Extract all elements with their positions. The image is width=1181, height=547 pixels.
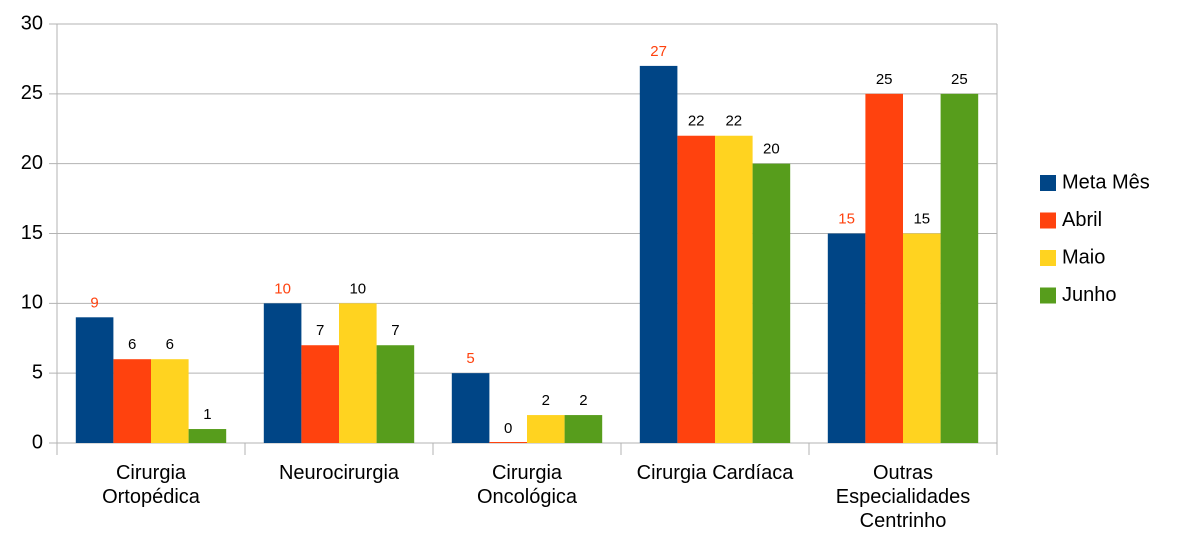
x-tick-label: Outras Especialidades Centrinho [835, 462, 971, 532]
value-label: 27 [650, 43, 667, 60]
legend-label: Junho [1062, 284, 1117, 306]
value-label: 15 [913, 210, 930, 227]
bar [639, 65, 678, 444]
value-label: 25 [876, 71, 893, 88]
value-label: 10 [274, 280, 291, 297]
y-tick-label: 5 [32, 361, 43, 383]
bar [752, 163, 791, 443]
value-label: 9 [90, 294, 98, 311]
y-tick-label: 0 [32, 431, 43, 453]
value-label: 5 [466, 350, 474, 367]
bar [903, 233, 941, 443]
value-label: 1 [203, 406, 211, 423]
y-tick-label: 30 [21, 12, 43, 34]
value-label: 2 [579, 392, 587, 409]
y-tick-label: 25 [21, 82, 43, 104]
bar [113, 359, 151, 443]
value-label: 0 [504, 420, 512, 437]
y-tick-label: 20 [21, 152, 43, 174]
bar [188, 429, 227, 443]
value-label: 22 [725, 113, 742, 130]
legend-swatch [1040, 212, 1056, 229]
bar [451, 373, 490, 443]
value-label: 7 [316, 322, 324, 339]
value-label: 6 [128, 336, 136, 353]
value-label: 10 [349, 280, 366, 297]
bar [715, 135, 753, 443]
legend-label: Maio [1062, 246, 1105, 268]
bar [564, 415, 603, 443]
bar [376, 345, 415, 443]
x-tick-label: Cirurgia Ortopédica [102, 462, 200, 508]
value-label: 6 [166, 336, 174, 353]
bar [263, 303, 302, 443]
value-label: 22 [688, 113, 705, 130]
value-label: 25 [951, 71, 968, 88]
legend-label: Meta Mês [1062, 171, 1150, 193]
x-tick-label: Neurocirurgia [278, 462, 400, 484]
bar [677, 135, 715, 443]
x-tick-label: Cirurgia Oncológica [476, 462, 578, 508]
legend-swatch [1040, 250, 1056, 266]
y-tick-label: 10 [21, 292, 43, 314]
bar [151, 359, 189, 443]
x-tick-label: Cirurgia Cardíaca [636, 462, 794, 484]
value-label: 15 [838, 210, 855, 227]
bar [527, 415, 565, 443]
value-label: 2 [542, 392, 550, 409]
value-label: 20 [763, 141, 780, 158]
bar [827, 233, 866, 443]
bar [940, 93, 979, 443]
value-label: 7 [391, 322, 399, 339]
bar [489, 442, 527, 443]
bar [339, 303, 377, 443]
legend-swatch [1040, 175, 1056, 191]
legend-label: Abril [1062, 209, 1102, 231]
bar [75, 317, 114, 443]
legend-swatch [1040, 287, 1056, 304]
y-tick-label: 15 [21, 222, 43, 244]
bar [865, 93, 903, 443]
bar [301, 345, 339, 443]
